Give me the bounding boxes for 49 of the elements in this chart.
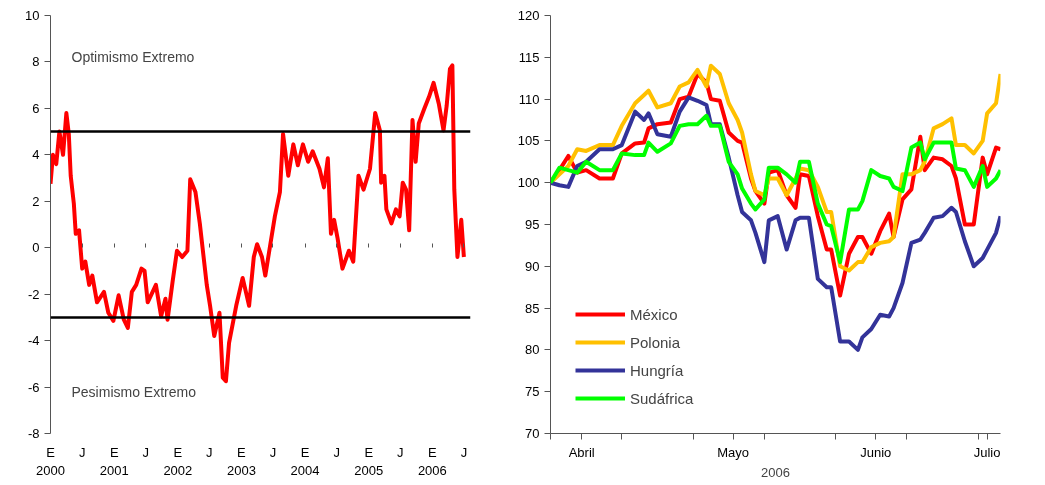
x-tick-label: J [142,444,150,460]
line-series [550,113,1001,265]
x-tick-label: J [460,444,468,460]
y-tick-label: 120 [517,8,540,23]
x-tick-label: J [269,444,277,460]
x-tick-label: J [397,444,404,460]
y-tick-label: 8 [32,54,40,70]
x-tick-label: Julio [973,444,1001,460]
y-tick-label: -8 [27,426,40,441]
y-tick-label: -2 [27,286,40,302]
x-tick-label: Abril [568,444,595,460]
x-tick-label: E 2005 [354,444,384,478]
y-tick-label: 90 [525,258,540,274]
x-tick-label: E 2001 [99,444,129,478]
y-tick-label: 75 [525,384,540,400]
y-tick-label: 80 [525,342,540,358]
y-tick-label: 6 [32,100,40,116]
x-tick-label: E 2003 [226,444,256,478]
x-tick-label: J [333,444,340,460]
y-tick-label: -6 [27,379,40,395]
legend-label: Polonia [630,333,681,351]
y-tick-label: 4 [32,147,40,163]
y-tick-label: 105 [517,133,540,149]
annotation: Optimismo Extremo [71,49,195,66]
annotation: Pesimismo Extremo [71,383,197,400]
x-tick-label: J [206,444,213,460]
y-tick-label: 10 [25,8,40,23]
x-tick-label: E 2004 [290,444,320,478]
x-tick-label: E 2006 [417,444,447,478]
x-tick-label: E 2000 [36,444,65,478]
y-tick-label: 100 [517,175,540,191]
legend-label: Hungría [630,361,684,379]
y-tick-label: 110 [518,91,540,107]
line-series [550,95,1001,352]
line-series [50,63,466,384]
x-tick-label: Junio [860,444,892,460]
y-tick-label: 115 [518,49,540,65]
x-tick-label: Mayo [717,444,750,460]
legend-label: Sudáfrica [630,389,694,407]
y-tick-label: 85 [525,300,540,316]
y-tick-label: 2 [32,193,40,209]
y-tick-label: 95 [525,217,540,232]
x-axis-title: 2006 [761,464,790,480]
y-tick-label: 0 [32,240,40,256]
legend-label: México [630,305,678,323]
y-tick-label: -4 [27,333,40,349]
y-tick-label: 70 [525,426,540,441]
x-tick-label: J [78,444,86,460]
x-tick-label: E 2002 [163,444,193,478]
